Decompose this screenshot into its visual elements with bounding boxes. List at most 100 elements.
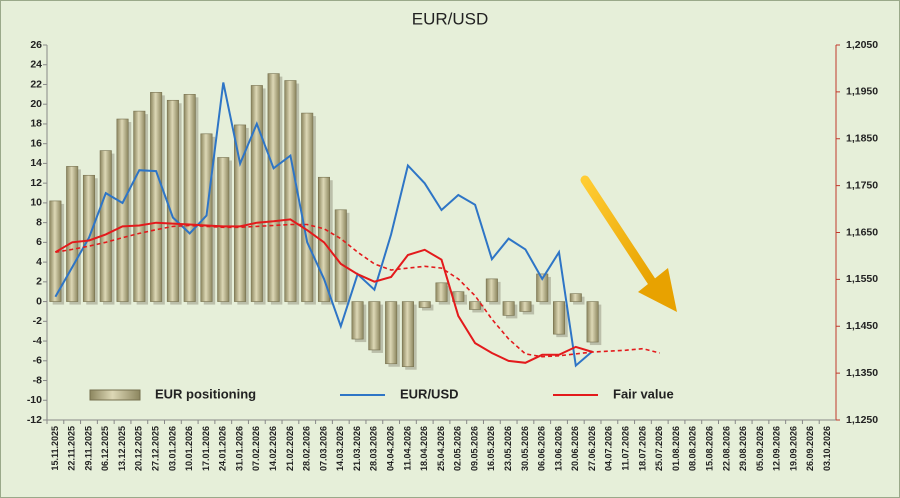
x-tick-label: 07.02.2026	[251, 426, 261, 471]
y2-tick-label: 1,1550	[846, 273, 878, 285]
plot-area: -12-10-8-6-4-2024681012141618202224261,1…	[27, 39, 878, 471]
bar	[418, 301, 431, 308]
x-tick-label: 06.06.2026	[537, 426, 547, 471]
legend-label: Fair value	[613, 386, 674, 401]
bar	[553, 301, 566, 335]
x-tick-label: 18.04.2026	[419, 426, 429, 471]
bar	[66, 166, 79, 302]
y-tick-label: 6	[36, 236, 42, 248]
x-tick-label: 15.11.2025	[50, 426, 60, 471]
x-tick-label: 15.08.2026	[704, 426, 714, 471]
y2-tick-label: 1,1750	[846, 179, 878, 191]
x-tick-label: 31.01.2026	[234, 426, 244, 471]
bar	[368, 301, 381, 351]
x-tick-label: 01.08.2026	[671, 426, 681, 471]
legend-label: EUR positioning	[155, 386, 256, 401]
y2-tick-label: 1,1950	[846, 86, 878, 98]
bar	[133, 110, 146, 302]
bar	[485, 278, 498, 302]
y2-tick-label: 1,1850	[846, 133, 878, 145]
chart-title: EUR/USD	[412, 9, 489, 28]
x-tick-label: 04.07.2026	[604, 426, 614, 471]
y-tick-label: 26	[30, 39, 42, 51]
line	[54, 82, 594, 368]
x-tick-label: 12.09.2026	[772, 426, 782, 471]
x-tick-label: 28.03.2026	[369, 426, 379, 471]
x-tick-label: 18.07.2026	[637, 426, 647, 471]
x-tick-label: 11.04.2026	[402, 426, 412, 471]
x-tick-label: 14.02.2026	[268, 426, 278, 471]
bar	[284, 80, 297, 302]
bar	[586, 301, 599, 343]
x-tick-label: 05.09.2026	[755, 426, 765, 471]
bar	[116, 118, 129, 302]
y-tick-label: 20	[30, 98, 42, 110]
x-tick-label: 19.09.2026	[788, 426, 798, 471]
y-tick-label: 8	[36, 216, 42, 228]
x-tick-label: 14.03.2026	[335, 426, 345, 471]
x-tick-label: 23.05.2026	[503, 426, 513, 471]
x-tick-label: 29.08.2026	[738, 426, 748, 471]
y2-tick-label: 1,2050	[846, 39, 878, 51]
x-tick-label: 13.12.2025	[117, 426, 127, 471]
x-tick-label: 20.12.2025	[134, 426, 144, 471]
x-tick-label: 27.06.2026	[587, 426, 597, 471]
x-tick-label: 25.07.2026	[654, 426, 664, 471]
bar	[234, 124, 247, 302]
line	[54, 218, 593, 364]
bar	[200, 133, 213, 302]
bar	[250, 85, 263, 302]
x-tick-label: 13.06.2026	[553, 426, 563, 471]
x-tick-label: 16.05.2026	[486, 426, 496, 471]
bar	[267, 73, 280, 302]
y-tick-label: -2	[33, 315, 42, 327]
y-tick-label: -6	[33, 355, 42, 367]
bar	[385, 301, 398, 365]
x-tick-label: 10.01.2026	[184, 426, 194, 471]
x-tick-label: 20.06.2026	[570, 426, 580, 471]
x-tick-label: 28.02.2026	[302, 426, 312, 471]
x-tick-label: 25.04.2026	[436, 426, 446, 471]
x-tick-label: 06.12.2025	[100, 426, 110, 471]
x-tick-label: 22.08.2026	[721, 426, 731, 471]
y-tick-label: -8	[33, 374, 42, 386]
y-tick-label: 16	[30, 137, 42, 149]
bar	[469, 301, 482, 310]
y-tick-label: 24	[30, 59, 42, 71]
bar	[183, 94, 196, 302]
x-tick-label: 03.01.2026	[167, 426, 177, 471]
x-tick-label: 04.04.2026	[386, 426, 396, 471]
y-tick-label: 14	[30, 157, 42, 169]
bar	[99, 150, 112, 302]
y-tick-label: 10	[30, 197, 42, 209]
bar	[166, 99, 179, 302]
x-tick-label: 21.03.2026	[352, 426, 362, 471]
x-tick-label: 17.01.2026	[201, 426, 211, 471]
x-tick-label: 11.07.2026	[621, 426, 631, 471]
y2-tick-label: 1,1350	[846, 367, 878, 379]
x-tick-label: 08.08.2026	[688, 426, 698, 471]
y-tick-label: 2	[36, 276, 42, 288]
y-tick-label: 22	[30, 78, 42, 90]
bar	[536, 273, 549, 302]
x-tick-label: 29.11.2025	[83, 426, 93, 471]
bar	[301, 112, 314, 302]
y-tick-label: -4	[33, 335, 42, 347]
x-tick-label: 21.02.2026	[285, 426, 295, 471]
x-tick-label: 24.01.2026	[218, 426, 228, 471]
x-tick-label: 30.05.2026	[520, 426, 530, 471]
bar	[502, 301, 515, 316]
bar	[150, 92, 163, 302]
y2-tick-label: 1,1650	[846, 226, 878, 238]
x-tick-label: 02.05.2026	[453, 426, 463, 471]
bar	[401, 301, 414, 368]
y2-tick-label: 1,1250	[846, 414, 878, 426]
trend-arrow	[580, 175, 677, 312]
bar	[217, 157, 230, 302]
bar	[569, 293, 582, 302]
y-tick-label: 4	[36, 256, 42, 268]
y-tick-label: -12	[27, 414, 42, 426]
bar	[334, 209, 347, 302]
y-tick-label: 0	[36, 295, 42, 307]
